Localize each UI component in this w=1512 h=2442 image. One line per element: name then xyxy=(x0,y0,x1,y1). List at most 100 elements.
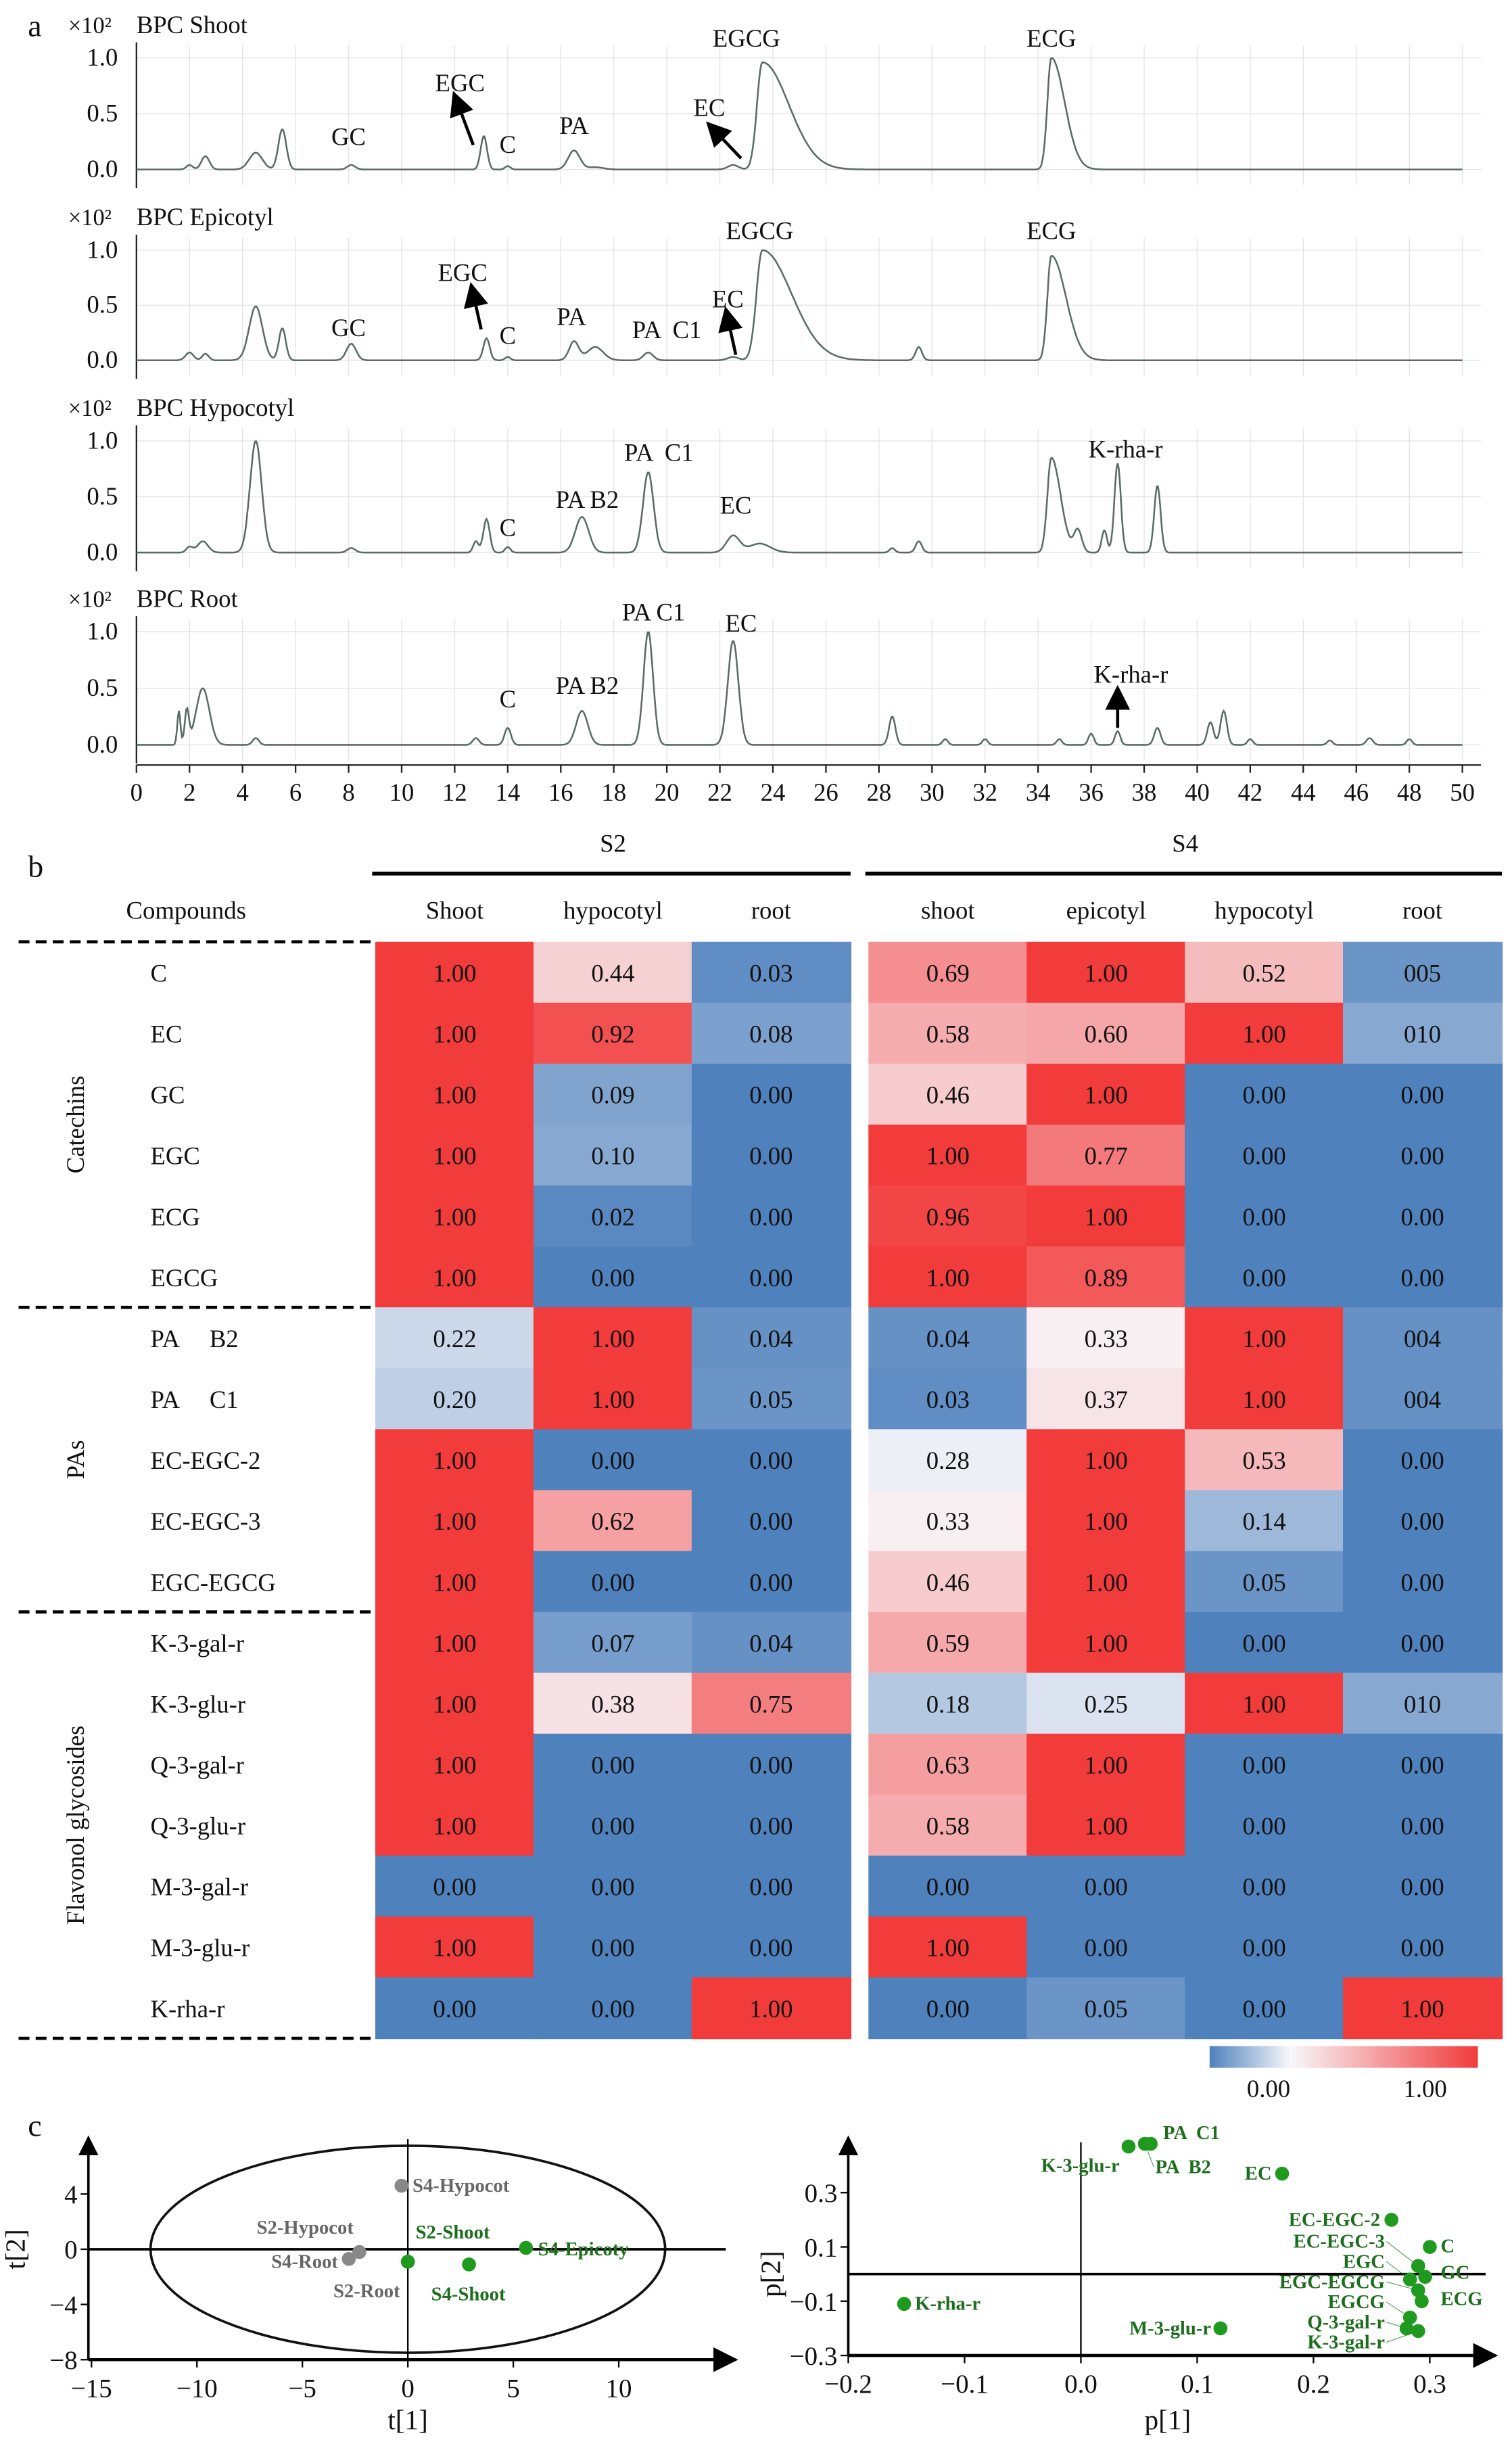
chromatogram-title: BPC Hypocotyl xyxy=(137,394,294,421)
cell-value: 0.00 xyxy=(926,1873,970,1901)
heatmap-cell xyxy=(375,1002,536,1065)
heatmap-cell xyxy=(1343,1368,1503,1430)
heatmap-cell xyxy=(375,1612,536,1674)
cell-value: 010 xyxy=(1404,1020,1441,1048)
x-tick-label: 46 xyxy=(1344,778,1369,806)
heatmap-cell xyxy=(1185,1246,1345,1309)
heatmap-cell xyxy=(868,1063,1029,1126)
x-tick-label: 0 xyxy=(401,2374,414,2403)
heatmap-cell xyxy=(1185,1977,1345,2040)
heatmap-cell xyxy=(868,1429,1029,1491)
chromatogram-title: BPC Shoot xyxy=(137,11,247,39)
heatmap-cell xyxy=(868,1672,1029,1735)
data-point xyxy=(1418,2270,1432,2284)
data-point xyxy=(1384,2213,1399,2227)
x-tick-label: −15 xyxy=(71,2374,112,2403)
cell-value: 0.07 xyxy=(591,1629,634,1657)
data-point xyxy=(1143,2136,1158,2151)
heatmap-cell xyxy=(1026,1916,1187,1979)
y-scale-label: ×10² xyxy=(68,396,112,421)
cell-value: 0.44 xyxy=(591,959,634,987)
heatmap-cell xyxy=(375,1794,536,1857)
cell-value: 0.02 xyxy=(591,1203,634,1231)
cell-value: 0.00 xyxy=(1243,1873,1286,1901)
peak-label: PA B2 xyxy=(556,672,619,699)
data-point xyxy=(1402,2310,1417,2325)
compound-label: M-3-glu-r xyxy=(150,1934,250,1962)
heatmap-cell xyxy=(1343,1002,1503,1065)
heatmap-cell xyxy=(691,1246,852,1309)
heatmap-cell xyxy=(375,1246,536,1309)
arrow-icon xyxy=(450,91,475,146)
x-tick-label: 48 xyxy=(1397,778,1422,806)
cell-value: 0.00 xyxy=(1400,1447,1444,1474)
cell-value: 0.00 xyxy=(749,1812,793,1840)
x-tick-label: −0.2 xyxy=(824,2370,872,2399)
heatmap-cell xyxy=(1026,941,1187,1004)
cell-value: 0.22 xyxy=(433,1325,476,1353)
cell-value: 0.04 xyxy=(926,1325,970,1353)
cell-value: 0.05 xyxy=(749,1386,793,1413)
cell-value: 1.00 xyxy=(433,1568,476,1596)
cell-value: 0.00 xyxy=(591,1873,634,1901)
cell-value: 0.25 xyxy=(1085,1690,1128,1718)
cell-value: 0.52 xyxy=(1243,959,1286,987)
heatmap-cell xyxy=(1026,1490,1187,1552)
heatmap-cell xyxy=(691,1855,852,1918)
y-axis-label: p[2] xyxy=(755,2251,786,2297)
heatmap-cell xyxy=(1026,1307,1187,1369)
cell-value: 1.00 xyxy=(1085,1568,1128,1596)
x-axis-label: p[1] xyxy=(1145,2404,1191,2435)
heatmap-cell xyxy=(868,1794,1029,1857)
heatmap-cell xyxy=(1026,1063,1187,1126)
cell-value: 0.00 xyxy=(1400,1752,1444,1779)
heatmap-cell xyxy=(375,1672,536,1735)
cell-value: 0.09 xyxy=(591,1081,634,1109)
cell-value: 0.00 xyxy=(591,1264,634,1292)
y-tick-label: 0.5 xyxy=(87,291,118,319)
cell-value: 0.62 xyxy=(591,1507,634,1535)
cell-value: 0.59 xyxy=(926,1629,970,1657)
chromatogram-trace xyxy=(136,631,1463,746)
x-tick-label: 36 xyxy=(1079,778,1104,806)
cell-value: 0.00 xyxy=(1085,1873,1128,1901)
data-point xyxy=(1275,2166,1290,2181)
cell-value: 0.00 xyxy=(591,1752,634,1779)
data-point xyxy=(341,2251,356,2266)
data-point xyxy=(352,2245,367,2259)
x-tick-label: 0.1 xyxy=(1181,2370,1214,2399)
peak-label: ECG xyxy=(1026,24,1076,52)
point-label: PA C1 xyxy=(1163,2122,1220,2144)
heatmap-cell xyxy=(1026,1794,1187,1857)
x-tick-label: 38 xyxy=(1132,778,1157,806)
cell-value: 0.00 xyxy=(1243,1142,1286,1170)
heatmap-cell xyxy=(1185,1185,1345,1248)
peak-label: PA xyxy=(559,112,589,139)
cell-value: 1.00 xyxy=(1085,1812,1128,1840)
heatmap-cell xyxy=(868,1368,1029,1430)
cell-value: 0.00 xyxy=(749,1142,793,1170)
loading-plot: −0.2 −0.1 0.0 0.1 0.2 0.3 0.3 0.1 −0.1 −0.3 p[1] p[… xyxy=(755,2122,1498,2435)
heatmap-cell xyxy=(1185,1672,1345,1735)
colorbar-max-label: 1.00 xyxy=(1403,2075,1446,2103)
cell-value: 1.00 xyxy=(1085,959,1128,987)
heatmap-cell xyxy=(868,1855,1029,1918)
compound-label: K-rha-r xyxy=(150,1995,225,2023)
y-tick-label: 1.0 xyxy=(87,43,118,71)
heatmap-cell xyxy=(691,1672,852,1735)
cell-value: 0.00 xyxy=(926,1995,970,2023)
peak-label: PA B2 xyxy=(556,486,619,513)
x-tick-label: 12 xyxy=(442,778,467,806)
cell-value: 1.00 xyxy=(1243,1020,1286,1048)
score-plot: −15 −10 −5 0 5 10 4 0 −4 −8 t[1] t[2] S4-Hypocot S2-H… xyxy=(0,2135,738,2435)
compound-label: Q-3-gal-r xyxy=(150,1752,244,1779)
heatmap-cell xyxy=(375,1733,536,1795)
x-tick-label: 22 xyxy=(707,778,732,806)
data-point xyxy=(394,2178,409,2193)
cell-value: 1.00 xyxy=(591,1386,634,1413)
peak-label: K-rha-r xyxy=(1093,660,1168,688)
heatmap-cell xyxy=(1343,1794,1503,1857)
compound-label: PA B2 xyxy=(150,1325,238,1353)
x-tick-label: 50 xyxy=(1450,778,1475,806)
